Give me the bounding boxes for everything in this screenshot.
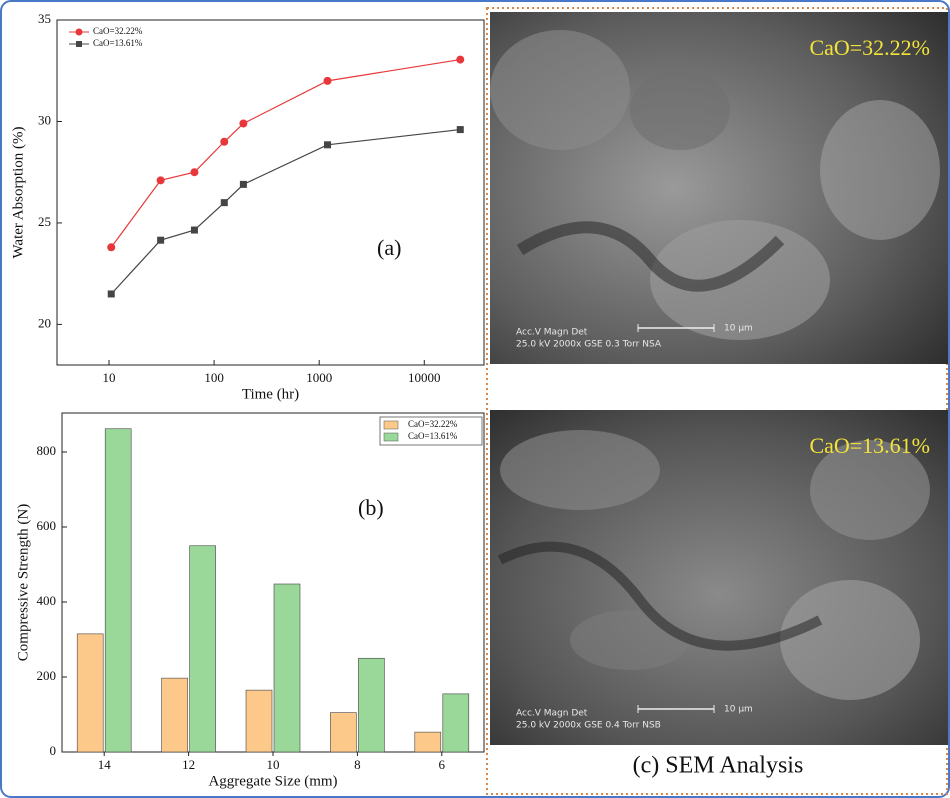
sem-info: Acc.V Magn Det (516, 328, 588, 338)
x-tick-label: 6 (439, 757, 446, 772)
y-tick-label: 20 (38, 315, 51, 330)
point (220, 138, 228, 146)
bar (190, 546, 216, 752)
point (239, 120, 247, 128)
y-tick-label: 200 (37, 668, 57, 683)
sem-label: CaO=32.22% (809, 35, 930, 60)
point (191, 227, 198, 234)
bar (358, 658, 384, 752)
bar (330, 713, 356, 752)
sem-image (490, 410, 948, 745)
point (456, 56, 464, 64)
legend-marker (76, 29, 83, 36)
y-axis-title: Compressive Strength (N) (15, 504, 31, 661)
legend-swatch (384, 433, 398, 441)
series-line (111, 130, 460, 294)
y-tick-label: 0 (50, 743, 57, 758)
x-tick-label: 1000 (306, 370, 332, 385)
x-tick-label: 14 (98, 757, 112, 772)
sem-image (490, 12, 948, 364)
point (457, 126, 464, 133)
legend-label: CaO=13.61% (93, 38, 143, 48)
y-tick-label: 400 (37, 593, 57, 608)
point (108, 290, 115, 297)
y-tick-label: 800 (37, 443, 57, 458)
plot-frame (57, 20, 484, 365)
point (240, 181, 247, 188)
x-axis-title: Aggregate Size (mm) (208, 773, 337, 789)
point (324, 77, 332, 85)
x-axis-title: Time (hr) (242, 386, 299, 402)
annotation: (a) (377, 235, 401, 260)
y-axis-title: Water Absorption (%) (10, 126, 26, 258)
point (324, 141, 331, 148)
legend-swatch (384, 421, 398, 429)
point (107, 243, 115, 251)
y-tick-label: 35 (38, 11, 51, 26)
y-tick-label: 30 (38, 112, 51, 127)
bar (246, 690, 272, 752)
bar (443, 694, 469, 752)
point (157, 176, 165, 184)
x-tick-label: 100 (204, 370, 224, 385)
bar (415, 732, 441, 752)
x-tick-label: 8 (354, 757, 361, 772)
figure: 20 25 30 35 Time (hr) Water Absorption (%) 10 1… (0, 0, 950, 798)
y-tick-label: 600 (37, 518, 57, 533)
annotation: (b) (358, 495, 384, 520)
bar (77, 634, 103, 752)
legend-label: CaO=32.22% (408, 419, 458, 429)
bar (274, 584, 300, 752)
x-tick-label: 10 (267, 757, 280, 772)
y-tick-label: 25 (38, 214, 51, 229)
legend-label: CaO=32.22% (93, 26, 143, 36)
legend-marker (76, 41, 82, 47)
point (157, 237, 164, 244)
sem-label: CaO=13.61% (809, 433, 930, 458)
sem-scale: 10 µm (724, 324, 753, 334)
series-line (111, 60, 460, 248)
legend-label: CaO=13.61% (408, 431, 458, 441)
sem-info: 25.0 kV 2000x GSE 0.4 Torr NSB (516, 721, 661, 731)
x-tick-label: 12 (182, 757, 195, 772)
x-tick-label: 10 (103, 370, 116, 385)
x-tick-label: 10000 (408, 370, 441, 385)
point (221, 199, 228, 206)
sem-info: Acc.V Magn Det (516, 709, 588, 719)
sem-scale: 10 µm (724, 705, 753, 715)
sem-info: 25.0 kV 2000x GSE 0.3 Torr NSA (516, 340, 662, 350)
point (190, 168, 198, 176)
bar (105, 429, 131, 752)
bar (162, 678, 188, 752)
caption: (c) SEM Analysis (633, 753, 804, 779)
